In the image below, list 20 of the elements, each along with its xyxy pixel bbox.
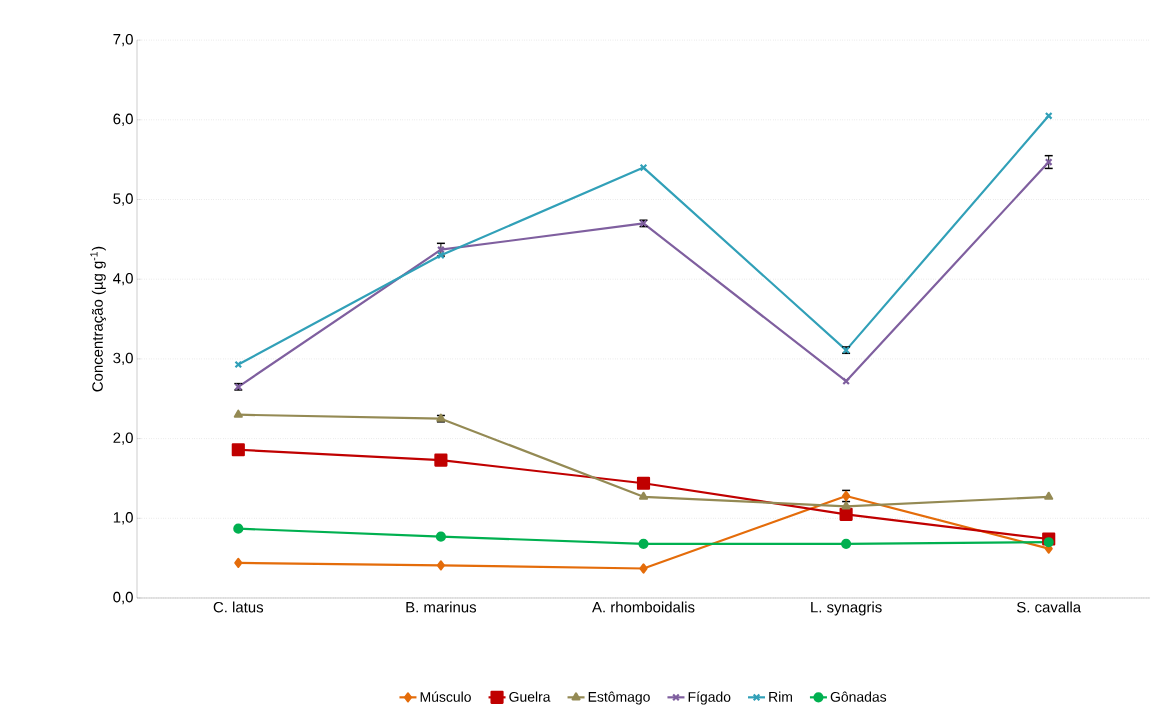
legend-label: Gônadas	[830, 691, 887, 702]
y-tick-label: 0,0	[113, 591, 133, 605]
legend-label: Rim	[769, 691, 792, 702]
x-tick-label: B. marinus	[406, 601, 477, 613]
legend-label: Estômago	[588, 691, 650, 705]
y-tick-label: 2,0	[113, 432, 133, 445]
y-tick-label: 3,0	[113, 352, 133, 366]
y-tick-label: 5,0	[113, 193, 133, 206]
y-tick-label: 6,0	[113, 113, 133, 126]
x-tick-label: C. latus	[213, 601, 264, 613]
x-tick-label: A. rhomboidalis	[592, 601, 695, 613]
y-tick-label: 7,0	[113, 33, 133, 47]
x-tick-label: S. cavalla	[1016, 601, 1082, 613]
y-tick-label: 4,0	[113, 273, 133, 286]
legend-label: Fígado	[688, 691, 731, 705]
legend-label: Guelra	[509, 691, 551, 702]
y-tick-label: 1,0	[113, 512, 133, 525]
legend-label: Músculo	[420, 691, 471, 702]
x-tick-label: L. synagris	[811, 601, 882, 616]
y-axis-title: Concentração (µg g$^{-1}$)	[90, 246, 106, 392]
